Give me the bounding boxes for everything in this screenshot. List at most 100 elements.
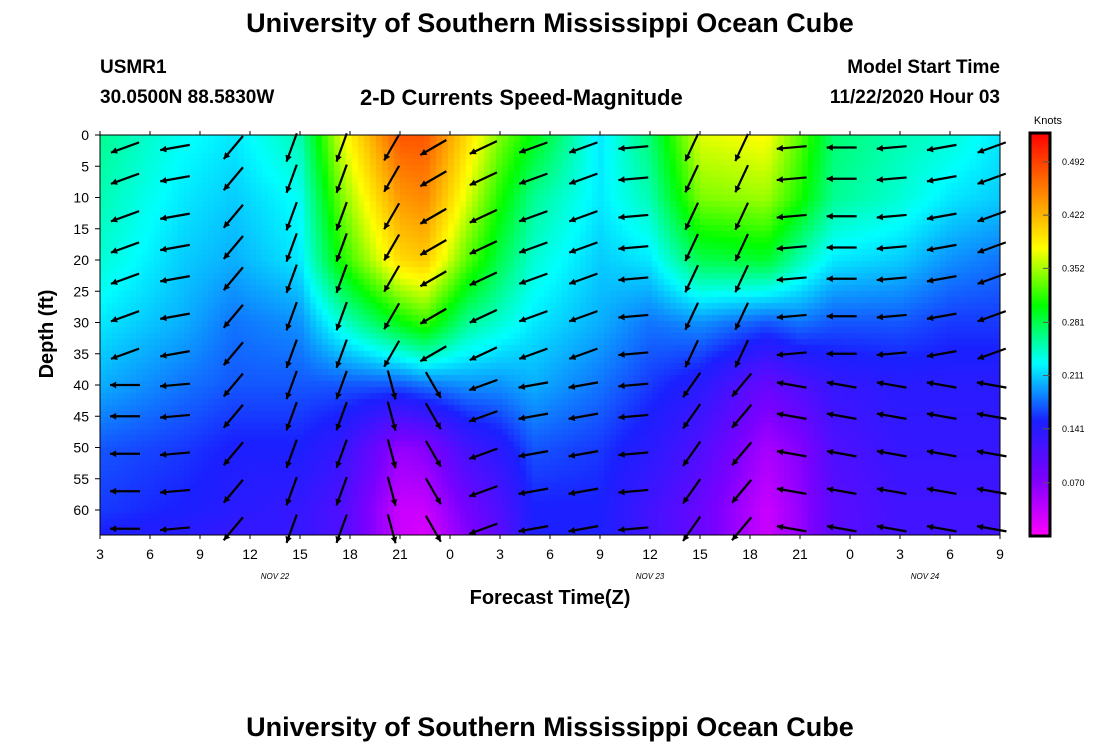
current-vector: [285, 164, 298, 194]
current-vector: [386, 438, 398, 469]
current-vector: [335, 233, 348, 262]
current-vector: [618, 244, 649, 252]
current-vector: [335, 264, 348, 294]
current-vector: [383, 133, 401, 162]
current-vector: [335, 133, 348, 162]
current-vector: [110, 310, 140, 323]
current-vector: [159, 488, 191, 496]
y-tick-label: 45: [73, 408, 89, 424]
current-vector: [682, 372, 702, 398]
current-vector: [468, 485, 498, 498]
x-tick-label: 6: [946, 546, 954, 562]
current-vector: [926, 175, 957, 184]
current-vector: [222, 341, 244, 366]
current-vector: [383, 302, 401, 330]
current-vector: [618, 351, 649, 358]
current-vector: [776, 448, 807, 458]
x-tick-label: 3: [496, 546, 504, 562]
current-vector: [618, 526, 649, 533]
current-vector: [826, 448, 857, 458]
station-coords: 30.0500N 88.5830W: [100, 87, 275, 108]
x-tick-label: 9: [596, 546, 604, 562]
current-vector: [926, 350, 957, 359]
x-axis-label: Forecast Time(Z): [470, 587, 631, 609]
y-tick-label: 50: [73, 440, 89, 456]
current-vector: [876, 523, 907, 533]
current-vector: [383, 233, 401, 262]
current-vector: [468, 410, 498, 423]
current-vector: [776, 244, 807, 252]
current-vector: [110, 210, 140, 223]
current-vector: [386, 476, 398, 507]
current-vector: [568, 310, 598, 323]
current-vector: [826, 175, 857, 183]
current-vector: [222, 135, 244, 160]
current-vector: [876, 313, 907, 321]
current-vector: [518, 450, 549, 459]
current-vector: [826, 312, 857, 320]
x-date-label: NOV 22: [261, 572, 290, 581]
current-vector: [222, 516, 244, 541]
current-vector: [568, 141, 598, 154]
current-vector: [568, 450, 599, 459]
current-vector: [518, 347, 548, 360]
current-vector: [285, 133, 298, 162]
current-vector: [468, 447, 498, 460]
current-vector: [285, 401, 298, 431]
x-tick-label: 18: [742, 546, 758, 562]
current-vector: [826, 275, 857, 283]
current-vector: [222, 204, 244, 229]
current-vector: [976, 448, 1007, 458]
current-vector: [285, 370, 298, 400]
current-vector: [618, 413, 649, 421]
current-vector: [160, 243, 190, 253]
current-vector: [419, 170, 447, 188]
current-vector: [684, 233, 700, 262]
current-vector: [826, 523, 857, 533]
current-vector: [682, 403, 702, 430]
current-vector: [618, 313, 649, 321]
current-vector: [285, 301, 298, 331]
current-vector: [518, 241, 548, 254]
current-vector: [419, 239, 447, 256]
current-vector: [776, 313, 807, 321]
x-tick-label: 15: [292, 546, 308, 562]
current-vector: [926, 523, 957, 533]
current-vector: [160, 212, 190, 222]
current-vector: [876, 380, 907, 389]
current-vector: [682, 515, 702, 542]
current-vector: [110, 381, 140, 389]
current-vector: [734, 264, 750, 293]
y-tick-label: 10: [73, 190, 89, 206]
x-axis: 3 6 9 12 15 18 21 0 3 6 9 12 15 18 21 0 3 6 9 NOV 22 NOV 23 N…: [96, 131, 1004, 581]
current-vector: [518, 210, 548, 223]
current-vector: [682, 478, 702, 505]
current-vector: [383, 165, 401, 193]
current-vector: [684, 164, 700, 193]
current-vector: [734, 202, 750, 231]
current-vector: [876, 176, 907, 183]
colorbar-tick-label: 0.211: [1062, 371, 1084, 381]
current-vector: [876, 486, 907, 495]
colorbar-tick-label: 0.070: [1062, 478, 1085, 488]
current-vector: [568, 381, 599, 390]
current-vector: [976, 523, 1007, 533]
current-vector: [618, 144, 649, 152]
current-vector: [682, 440, 702, 467]
current-vector: [285, 339, 298, 369]
x-tick-label: 18: [342, 546, 358, 562]
colorbar-tick-label: 0.422: [1062, 210, 1085, 220]
current-vector: [734, 164, 750, 193]
current-vector: [110, 141, 140, 154]
current-vector: [568, 272, 598, 285]
colorbar-tick-label: 0.281: [1062, 317, 1085, 327]
chart-subtitle: 2-D Currents Speed-Magnitude: [360, 85, 683, 110]
x-tick-label: 21: [792, 546, 808, 562]
current-vector: [518, 141, 548, 154]
current-vector: [618, 276, 649, 283]
current-vector: [335, 401, 348, 431]
current-vector: [876, 448, 907, 458]
current-vector: [568, 412, 599, 422]
current-vector: [826, 350, 857, 358]
x-tick-label: 3: [896, 546, 904, 562]
